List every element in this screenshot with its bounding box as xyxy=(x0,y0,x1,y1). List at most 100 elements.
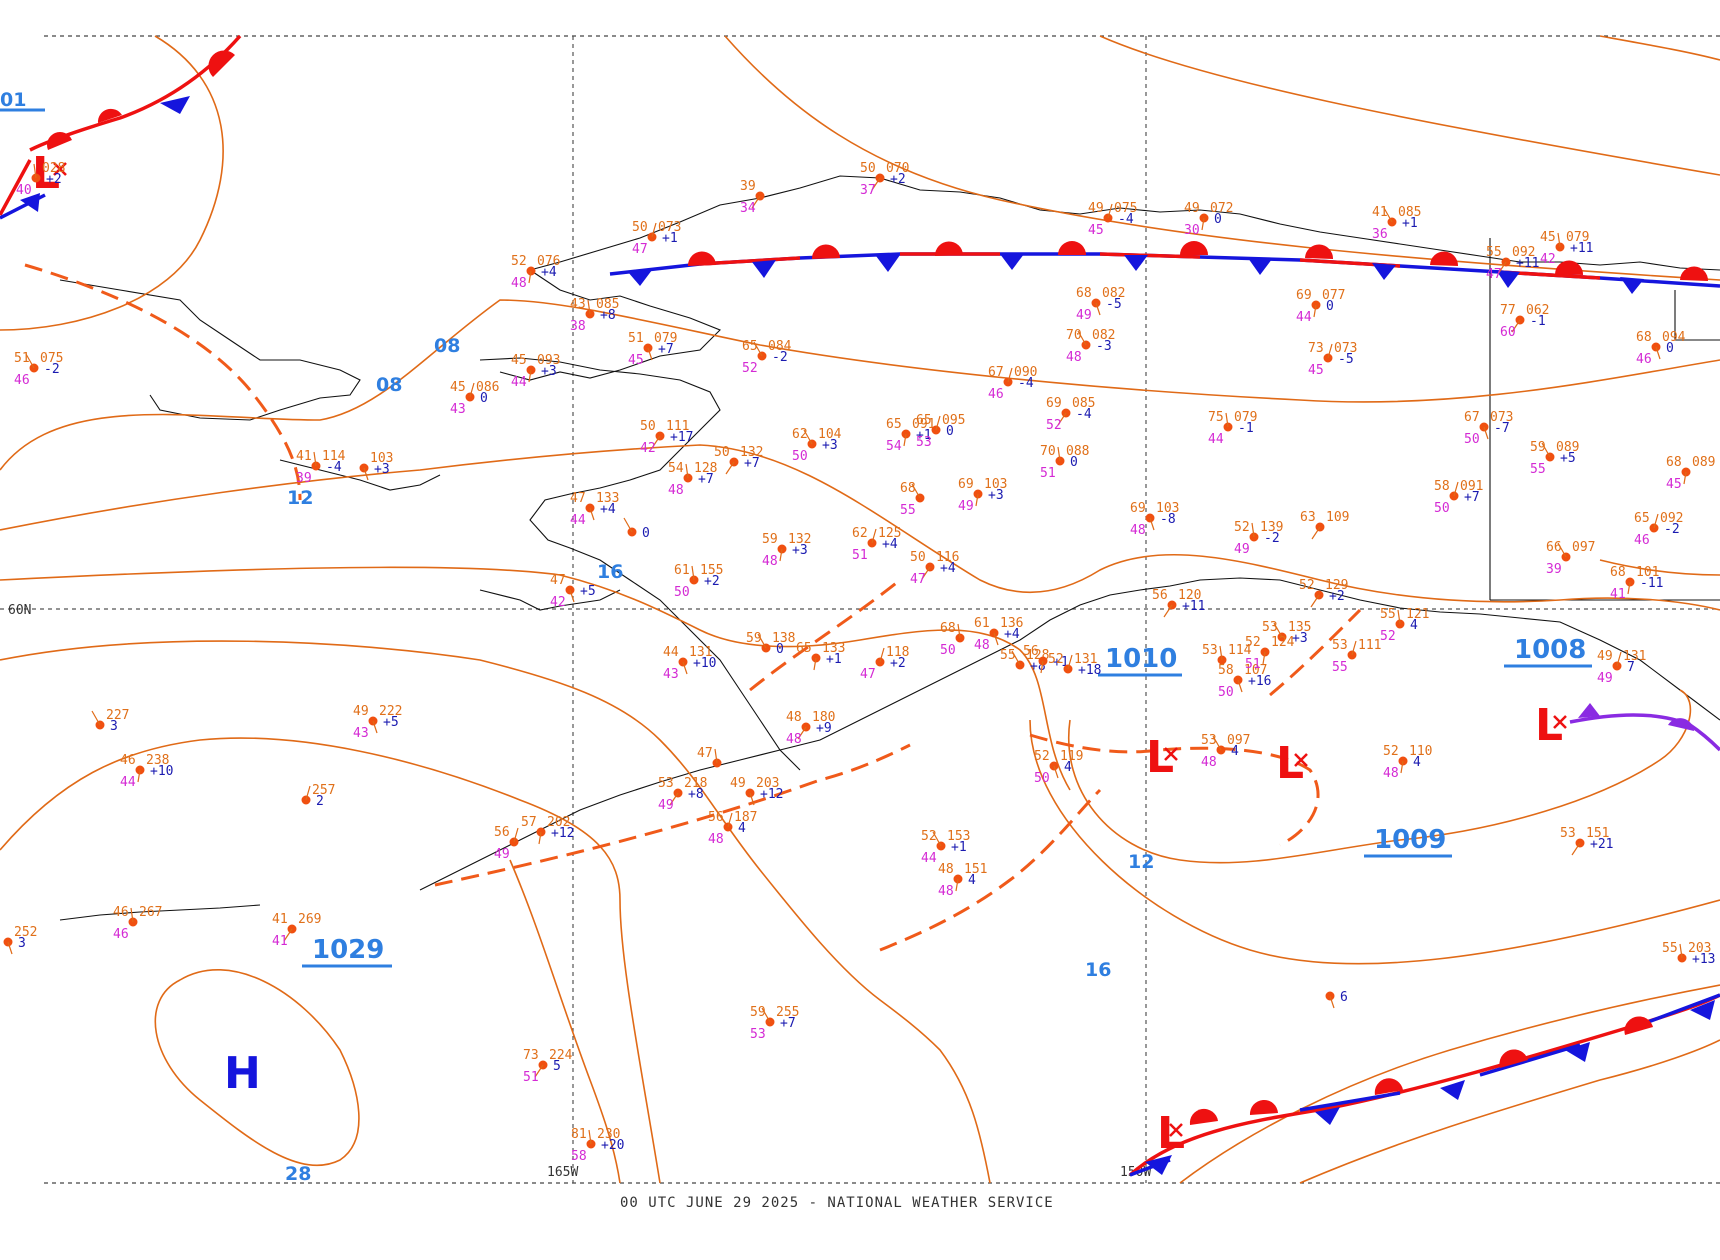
station-pressure-tendency: +11 xyxy=(1516,256,1539,271)
wind-barb xyxy=(25,353,35,369)
station-pressure-tendency: +10 xyxy=(693,656,716,671)
station-plot: 52 076 48 +4 xyxy=(511,254,560,291)
station-plot: 45 086 43 0 xyxy=(450,380,499,417)
station-pressure: 124 xyxy=(1271,635,1295,650)
wind-barb xyxy=(588,1129,592,1145)
wind-barb xyxy=(528,369,532,383)
station-pressure: 073 xyxy=(658,220,681,235)
station-plot: 52 119 50 4 xyxy=(1034,749,1083,786)
low-center: L xyxy=(32,148,67,199)
station-dewpoint: 39 xyxy=(296,471,312,486)
station-temperature: 51 xyxy=(14,351,30,366)
station-plot: 49 222 43 +5 xyxy=(353,704,402,741)
station-plot: 028 40 +2 xyxy=(16,161,65,198)
station-dewpoint: 41 xyxy=(272,934,288,949)
station-pressure-tendency: +10 xyxy=(150,764,173,779)
station-dewpoint: 51 xyxy=(523,1070,539,1085)
station-dewpoint: 50 xyxy=(674,585,690,600)
station-pressure: 070 xyxy=(886,161,909,176)
station-temperature: 49 xyxy=(1088,201,1104,216)
station-temperature: 66 xyxy=(1546,540,1562,555)
station-plot: 6 xyxy=(1325,990,1348,1009)
station-plot: 49 072 30 0 xyxy=(1184,201,1233,238)
station-dewpoint: 48 xyxy=(1383,766,1399,781)
station-pressure-tendency: +1 xyxy=(1402,216,1418,231)
wind-barb xyxy=(7,941,13,955)
station-temperature: 51 xyxy=(628,331,644,346)
station-pressure-tendency: +7 xyxy=(1464,490,1480,505)
station-dewpoint: 44 xyxy=(511,375,527,390)
station-pressure-tendency: +16 xyxy=(1248,674,1271,689)
station-plot: 41 269 41 xyxy=(272,912,321,949)
wind-barb xyxy=(1225,412,1229,428)
station-dewpoint: 48 xyxy=(511,276,527,291)
wind-barb xyxy=(1329,995,1335,1009)
station-temperature: 53 xyxy=(1332,638,1348,653)
station-dewpoint: 55 xyxy=(900,503,916,518)
station-dewpoint: 54 xyxy=(886,439,902,454)
station-temperature: 52 xyxy=(1383,744,1399,759)
station-plot: 68 094 46 0 xyxy=(1636,330,1686,367)
wind-barb xyxy=(935,415,941,431)
station-pressure-tendency: +3 xyxy=(988,488,1004,503)
station-dewpoint: 55 xyxy=(1530,462,1546,477)
station-pressure: 085 xyxy=(1072,396,1095,411)
wind-barb xyxy=(1557,232,1561,248)
station-dewpoint: 48 xyxy=(708,832,724,847)
wind-barb xyxy=(283,928,293,942)
lat-60n-label: 60N xyxy=(8,603,31,618)
station-temperature: 68 xyxy=(940,621,956,636)
station-temperature: 53 xyxy=(658,776,674,791)
wind-barb xyxy=(751,195,761,209)
station-temperature: 59 xyxy=(750,1005,766,1020)
station-pressure: 218 xyxy=(684,776,707,791)
station-pressure-tendency: -7 xyxy=(1494,421,1510,436)
station-pressure: 084 xyxy=(768,339,792,354)
station-pressure: 116 xyxy=(936,550,959,565)
station-pressure: 120 xyxy=(1178,588,1201,603)
wind-barb xyxy=(682,661,688,675)
wind-barb xyxy=(1273,622,1283,638)
central-pressures: 1029 1010 1009 1008 xyxy=(312,635,1586,965)
station-pressure: 097 xyxy=(1572,540,1595,555)
station-pressure-tendency: 0 xyxy=(1326,299,1334,314)
wind-barb xyxy=(1011,650,1021,666)
station-pressure: 128 xyxy=(694,461,717,476)
wind-barb xyxy=(538,831,542,845)
station-temperature: 55 xyxy=(1486,245,1502,260)
station-pressure: 094 xyxy=(1662,330,1686,345)
wind-barb xyxy=(871,177,881,191)
station-pressure: 222 xyxy=(379,704,402,719)
wind-barb xyxy=(1397,609,1401,625)
station-pressure-tendency: -4 xyxy=(326,460,342,475)
station-pressure: 155 xyxy=(700,563,723,578)
station-pressure: 114 xyxy=(1228,643,1252,658)
station-pressure-tendency: +18 xyxy=(1078,663,1101,678)
station-pressure: 132 xyxy=(740,445,763,460)
station-dewpoint: 38 xyxy=(570,319,586,334)
station-plot: 68 089 45 xyxy=(1666,455,1715,492)
station-pressure-tendency: 4 xyxy=(1064,760,1072,775)
wind-barb xyxy=(813,657,817,671)
wind-barb xyxy=(1653,513,1659,529)
station-plot: 67 073 50 -7 xyxy=(1464,410,1513,447)
wind-barb xyxy=(1212,735,1222,751)
station-pressure: 131 xyxy=(1623,649,1646,664)
station-dewpoint: 44 xyxy=(1296,310,1312,325)
station-dewpoint: 46 xyxy=(1634,533,1650,548)
station-dewpoint: 47 xyxy=(632,242,648,257)
isobar-label: 12 xyxy=(287,487,313,509)
pressure-label-1029: 1029 xyxy=(312,935,384,965)
station-pressure: 133 xyxy=(822,641,845,656)
station-plot: 68 082 49 -5 xyxy=(1076,286,1125,323)
station-dewpoint: 47 xyxy=(910,572,926,587)
station-plot: 45 093 44 +3 xyxy=(511,353,560,390)
wind-barb xyxy=(1453,481,1459,497)
station-dewpoint: 52 xyxy=(1046,418,1062,433)
wind-barb xyxy=(1627,581,1631,595)
station-plot: 70 088 51 0 xyxy=(1040,444,1089,481)
station-dewpoint: 48 xyxy=(1066,350,1082,365)
station-pressure-tendency: 4 xyxy=(738,821,746,836)
